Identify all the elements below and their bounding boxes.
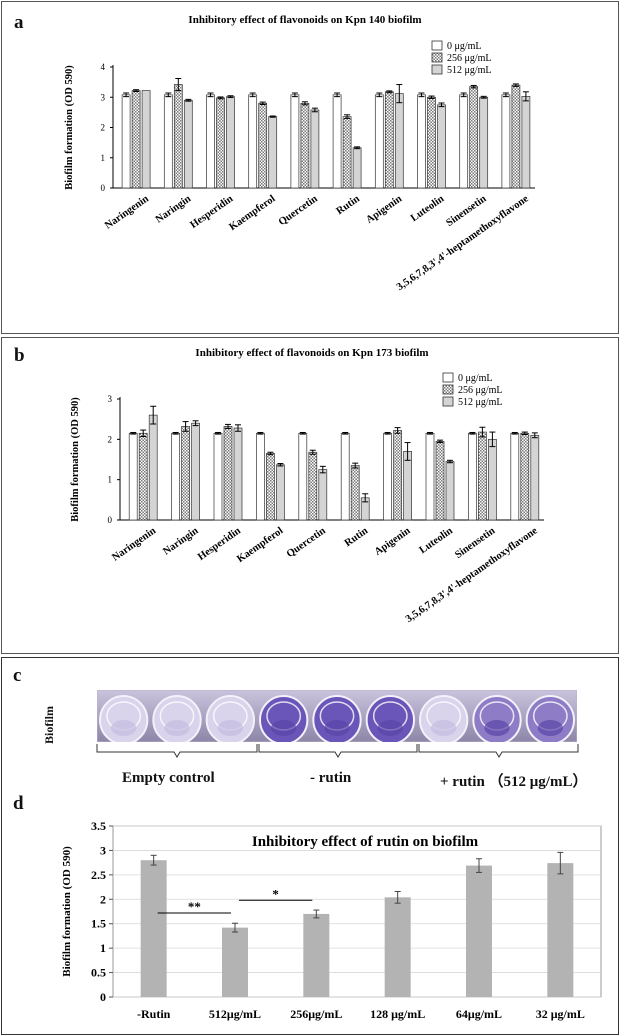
kpn140-legend-swatch: [431, 64, 443, 75]
rutin-bar: [222, 927, 248, 997]
kpn140-title: Inhibitory effect of flavonoids on Kpn 1…: [188, 14, 421, 26]
kpn173-legend-swatch: [442, 396, 454, 407]
biofilm-well-stain: [431, 720, 457, 736]
rutin-ytick-label: 1: [100, 941, 106, 955]
rutin-plot-area: [112, 825, 602, 998]
rutin-title: Inhibitory effect of rutin on biofilm: [252, 834, 479, 850]
group-label-empty-control: Empty control: [122, 770, 215, 786]
kpn140-ylabel: Biofilm formation (OD 590): [64, 65, 75, 190]
panel-label-c: c: [13, 665, 22, 686]
group-label-plus-rutin: + rutin （512 μg/mL）: [440, 774, 588, 790]
kpn140-bar: [141, 90, 151, 189]
rutin-category-label: 32 μg/mL: [536, 1007, 585, 1021]
biofilm-well-stain: [484, 720, 510, 736]
rutin-ytick-label: 0.5: [91, 966, 106, 980]
kpn173-ytick-label: 0: [108, 515, 113, 525]
kpn173-title: Inhibitory effect of flavonoids on Kpn 1…: [195, 347, 428, 359]
group-label-minus-rutin: - rutin: [310, 770, 352, 786]
biofilm-well-stain: [111, 720, 137, 736]
kpn173-ylabel: Biofilm formation (OD 590): [70, 397, 81, 522]
rutin-bar: [140, 860, 167, 997]
kpn173-legend-swatch: [442, 384, 454, 395]
rutin-ytick-label: 1.5: [91, 917, 106, 931]
kpn140-legend-label: 512 μg/mL: [447, 65, 492, 76]
biofilm-well-stain: [537, 720, 563, 736]
kpn173-legend-label: 512 μg/mL: [458, 397, 503, 408]
kpn173-ytick-label: 2: [108, 434, 113, 444]
kpn173-legend-label: 0 μg/mL: [458, 373, 493, 384]
biofilm-wells: [97, 690, 577, 742]
kpn173-ytick-label: 3: [108, 394, 113, 404]
biofilm-well-stain: [217, 720, 243, 736]
rutin-ylabel: Biofilm formation (OD 590): [61, 846, 73, 977]
kpn140-ytick-label: 2: [101, 123, 106, 133]
kpn140-ytick-label: 3: [101, 92, 106, 102]
rutin-ytick-label: 3: [100, 843, 106, 857]
kpn140-legend-swatch: [431, 52, 443, 63]
panel-label-a: a: [14, 12, 24, 33]
kpn173-legend-swatch: [442, 372, 454, 383]
rutin-ytick-label: 0: [100, 990, 106, 1004]
biofilm-well-stain: [324, 720, 350, 736]
kpn140-legend-label: 256 μg/mL: [447, 53, 492, 64]
rutin-category-label: 128 μg/mL: [370, 1007, 425, 1021]
kpn140-ytick-label: 0: [101, 183, 106, 193]
rutin-category-label: 512μg/mL: [209, 1007, 261, 1021]
rutin-category-label: -Rutin: [137, 1007, 171, 1021]
kpn140-ytick-label: 1: [101, 153, 106, 163]
rutin-bar: [466, 865, 492, 997]
rutin-ytick-label: 2: [100, 892, 106, 906]
biofilm-well-stain: [377, 720, 404, 736]
rutin-category-label: 256μg/mL: [290, 1007, 342, 1021]
panel-label-d: d: [13, 793, 24, 814]
rutin-bar: [384, 897, 411, 997]
rutin-ytick-label: 3.5: [91, 819, 106, 833]
rutin-significance-label: **: [188, 899, 201, 914]
rutin-bar: [303, 913, 330, 997]
kpn140-ytick-label: 4: [101, 62, 106, 72]
kpn140-legend-swatch: [431, 40, 443, 51]
rutin-significance-label: *: [272, 886, 279, 901]
kpn140-legend-label: 0 μg/mL: [447, 41, 482, 52]
panel-label-b: b: [14, 345, 25, 366]
biofilm-well-stain: [271, 720, 297, 736]
kpn173-legend-label: 256 μg/mL: [458, 385, 503, 396]
biofilm-well-photo: [97, 690, 577, 742]
biofilm-well-stain: [164, 720, 190, 736]
rutin-category-label: 64μg/mL: [456, 1007, 502, 1021]
kpn173-ytick-label: 1: [108, 475, 113, 485]
rutin-bar: [547, 863, 574, 997]
rutin-ytick-label: 2.5: [91, 868, 106, 882]
